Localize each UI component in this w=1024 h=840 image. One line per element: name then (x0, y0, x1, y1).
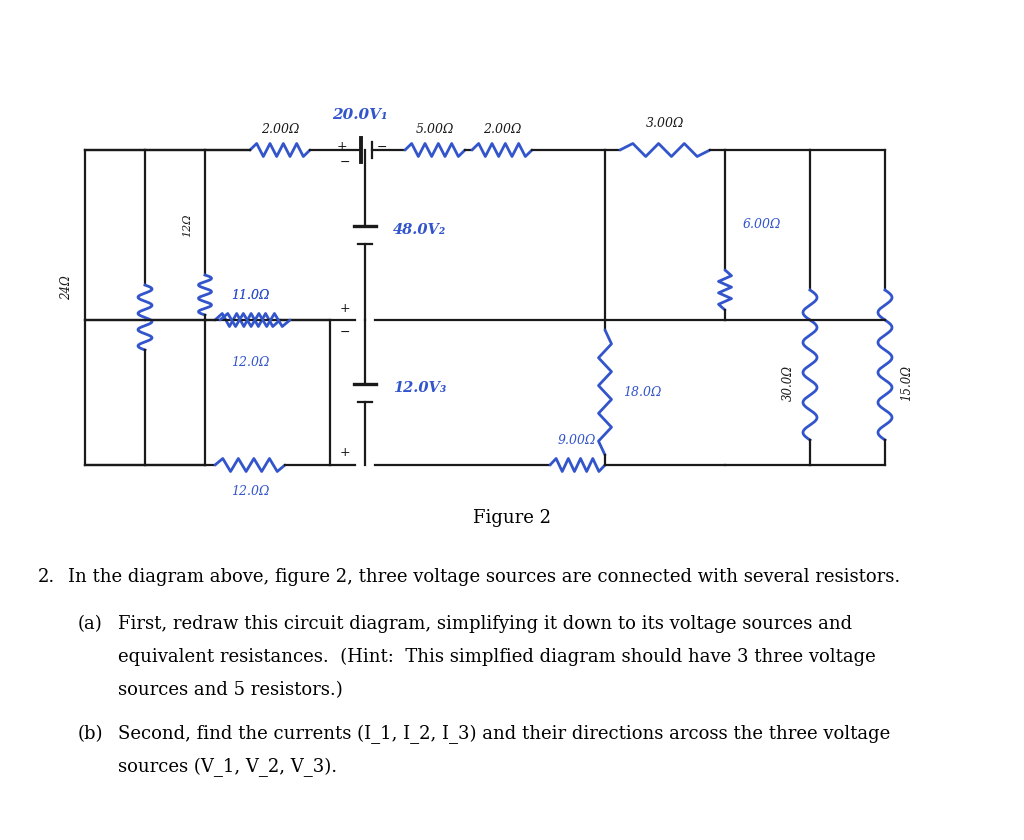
Text: +: + (337, 140, 347, 154)
Text: +: + (340, 447, 350, 459)
Text: 30.0Ω: 30.0Ω (781, 365, 795, 401)
Text: equivalent resistances.  (Hint:  This simplfied diagram should have 3 three volt: equivalent resistances. (Hint: This simp… (118, 648, 876, 666)
Text: 12.0V₃: 12.0V₃ (393, 381, 446, 395)
Text: 2.: 2. (38, 568, 55, 586)
Text: Second, find the currents (I_1, I_2, I_3) and their directions arcoss the three : Second, find the currents (I_1, I_2, I_3… (118, 725, 890, 744)
Text: 11.0Ω: 11.0Ω (230, 289, 269, 302)
Text: 20.0V₁: 20.0V₁ (332, 108, 388, 122)
Text: 12Ω: 12Ω (182, 213, 193, 237)
Text: 5.00Ω: 5.00Ω (416, 123, 455, 136)
Text: 48.0V₂: 48.0V₂ (393, 223, 446, 237)
Text: −: − (377, 140, 387, 154)
Text: Figure 2: Figure 2 (473, 509, 551, 527)
Text: (a): (a) (78, 615, 102, 633)
Text: −: − (340, 155, 350, 169)
Text: +: + (340, 302, 350, 314)
Text: 3.00Ω: 3.00Ω (646, 117, 684, 130)
Text: 15.0Ω: 15.0Ω (900, 365, 913, 401)
Text: −: − (340, 325, 350, 339)
Text: 11.0Ω: 11.0Ω (230, 289, 269, 302)
Text: 18.0Ω: 18.0Ω (623, 386, 662, 399)
Text: 6.00Ω: 6.00Ω (743, 218, 781, 232)
Text: 12.0Ω: 12.0Ω (230, 356, 269, 369)
Text: In the diagram above, figure 2, three voltage sources are connected with several: In the diagram above, figure 2, three vo… (68, 568, 900, 586)
Text: 2.00Ω: 2.00Ω (261, 123, 299, 136)
Text: 9.00Ω: 9.00Ω (558, 434, 596, 447)
Text: sources (V_1, V_2, V_3).: sources (V_1, V_2, V_3). (118, 758, 337, 777)
Text: 24Ω: 24Ω (60, 276, 74, 300)
Text: First, redraw this circuit diagram, simplifying it down to its voltage sources a: First, redraw this circuit diagram, simp… (118, 615, 852, 633)
Text: (b): (b) (78, 725, 103, 743)
Text: sources and 5 resistors.): sources and 5 resistors.) (118, 681, 343, 699)
Text: 2.00Ω: 2.00Ω (482, 123, 521, 136)
Text: 12.0Ω: 12.0Ω (230, 485, 269, 498)
